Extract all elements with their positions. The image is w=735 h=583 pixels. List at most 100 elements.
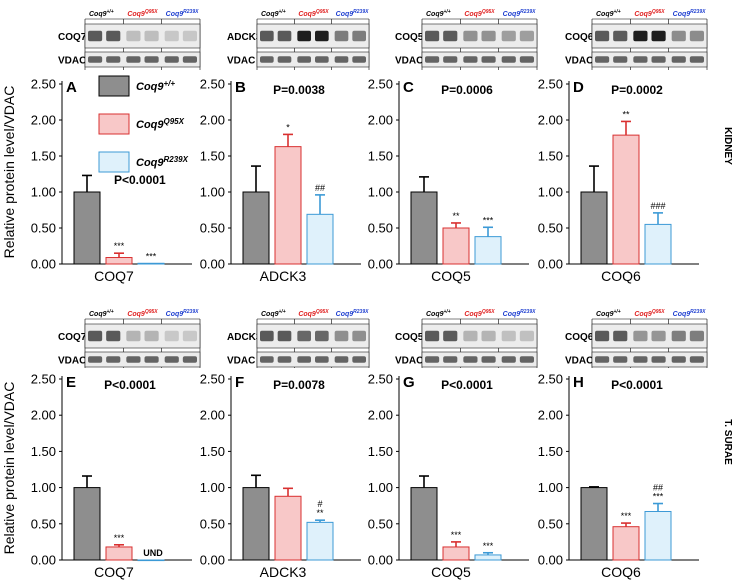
p-value: P=0.0002 — [611, 83, 663, 97]
legend-swatch — [98, 75, 130, 97]
panel-letter: F — [235, 374, 244, 391]
blot-protein-label: VDAC — [58, 56, 86, 67]
panel-letter: B — [235, 79, 246, 96]
x-axis-label: COQ5 — [431, 268, 471, 284]
significance-mark: *** — [483, 541, 494, 551]
blot-lane-box — [256, 51, 370, 68]
y-tick-label: 2.00 — [200, 113, 225, 128]
blot-genotype-label: Coq9+/+ — [261, 309, 286, 318]
bar — [612, 134, 640, 265]
blot-protein-label: VDAC — [227, 356, 255, 367]
blot-band — [164, 330, 179, 342]
significance-mark: *** — [114, 533, 125, 543]
x-axis-label: COQ6 — [601, 564, 641, 580]
bar — [474, 236, 502, 265]
blot-lane-box — [591, 51, 708, 68]
blot-band — [481, 356, 496, 363]
blot-band — [633, 30, 648, 42]
tissue-label-kidney: KIDNEY — [722, 127, 733, 165]
y-axis-label-top: Relative protein level/VDAC — [1, 86, 17, 259]
blot-band — [443, 330, 458, 342]
legend-item: Coq9R239X — [98, 151, 189, 173]
blot-band — [613, 330, 628, 342]
significance-mark: *** — [114, 241, 125, 251]
bar-r239x: ##*** — [644, 483, 672, 561]
bar-q95x: ** — [442, 211, 470, 265]
y-tick-label: 0.00 — [538, 553, 563, 568]
blot-protein-label: ADCK3 — [227, 332, 262, 343]
blot-band — [481, 330, 496, 342]
blot-band — [651, 330, 666, 342]
blot-protein-label: COQ7 — [58, 32, 87, 43]
blot-genotype-label: Coq9Q95X — [298, 9, 329, 18]
blot-band — [277, 330, 292, 342]
y-tick-label: 2.50 — [368, 372, 393, 387]
blot-band — [689, 356, 704, 363]
legend: Coq9+/+ Coq9Q95X Coq9R239X — [98, 75, 189, 173]
panel-f: Coq9+/+ Coq9Q95X Coq9R239X ADCK3 VDAC 0.00 0.5… — [200, 309, 370, 580]
legend-item: Coq9+/+ — [98, 75, 175, 97]
y-tick-label: 1.50 — [31, 149, 56, 164]
blot-band — [689, 330, 704, 342]
blot-band — [315, 56, 329, 63]
blot-lane-box — [421, 23, 538, 49]
bar — [644, 223, 672, 265]
y-tick-label: 1.50 — [538, 444, 563, 459]
y-tick-label: 0.50 — [538, 221, 563, 236]
blot-band — [651, 30, 666, 42]
panel-g: Coq9+/+ Coq9Q95X Coq9R239X COQ5 VDAC 0.00 0.50… — [368, 309, 538, 580]
y-tick-label: 0.50 — [368, 221, 393, 236]
blot-band — [481, 56, 496, 63]
bar-r239x: *** — [474, 541, 502, 561]
y-tick-label: 0.50 — [200, 221, 225, 236]
blot-band — [315, 356, 329, 363]
blot-genotype-label: Coq9R239X — [673, 9, 706, 18]
blot-band — [315, 30, 329, 42]
blot-lane-box — [84, 51, 201, 68]
y-axis: 0.00 0.50 1.00 1.50 2.00 2.50 — [538, 77, 699, 272]
y-axis: 0.00 0.50 1.00 1.50 2.00 2.50 — [31, 372, 192, 568]
significance-mark: ** — [316, 508, 324, 518]
blot-protein-label: COQ5 — [395, 332, 424, 343]
blot-band — [144, 330, 159, 342]
significance-mark: ## — [653, 483, 663, 493]
blot-band — [352, 56, 366, 63]
y-tick-label: 1.50 — [31, 444, 56, 459]
blot-genotype-label: Coq9Q95X — [127, 9, 158, 18]
blot-genotype-label: Coq9Q95X — [298, 309, 329, 318]
significance-mark: *** — [146, 251, 157, 261]
blot-band — [633, 356, 648, 363]
western-blot: Coq9+/+ Coq9Q95X Coq9R239X COQ5 VDAC — [395, 9, 538, 70]
blot-band — [443, 356, 458, 363]
bar — [105, 546, 133, 561]
panel-h: Coq9+/+ Coq9Q95X Coq9R239X COQ6 VDAC 0.00 0.50… — [538, 309, 708, 580]
blot-protein-label: COQ6 — [565, 332, 594, 343]
panel-letter: E — [66, 374, 76, 391]
panel-letter: G — [403, 374, 415, 391]
blot-band — [334, 30, 349, 42]
panel-c: Coq9+/+ Coq9Q95X Coq9R239X COQ5 VDAC 0.00 0.50… — [368, 9, 538, 284]
western-blot: Coq9+/+ Coq9Q95X Coq9R239X COQ6 VDAC — [565, 309, 708, 368]
y-tick-label: 2.00 — [31, 408, 56, 423]
bar-wt — [242, 165, 270, 265]
x-axis-label: COQ7 — [94, 564, 134, 580]
y-tick-label: 0.00 — [31, 257, 56, 272]
blot-protein-label: VDAC — [395, 56, 423, 67]
row-labels: Relative protein level/VDAC Relative pro… — [1, 86, 733, 555]
blot-band — [260, 56, 274, 63]
p-value: P=0.0006 — [441, 83, 493, 97]
blot-band — [633, 330, 648, 342]
y-axis-label-bottom: Relative protein level/VDAC — [1, 382, 17, 555]
y-tick-label: 0.50 — [31, 516, 56, 531]
blot-band — [595, 30, 610, 42]
blot-protein-label: VDAC — [565, 56, 593, 67]
blot-band — [463, 30, 478, 42]
bar-q95x: *** — [105, 241, 133, 265]
blot-band — [425, 56, 440, 63]
blot-genotype-label: Coq9R239X — [166, 309, 199, 318]
blot-band — [182, 30, 197, 42]
y-tick-label: 2.50 — [368, 77, 393, 92]
panel-letter: C — [403, 79, 414, 96]
y-tick-label: 2.00 — [200, 408, 225, 423]
blot-genotype-label: Coq9+/+ — [596, 309, 621, 318]
